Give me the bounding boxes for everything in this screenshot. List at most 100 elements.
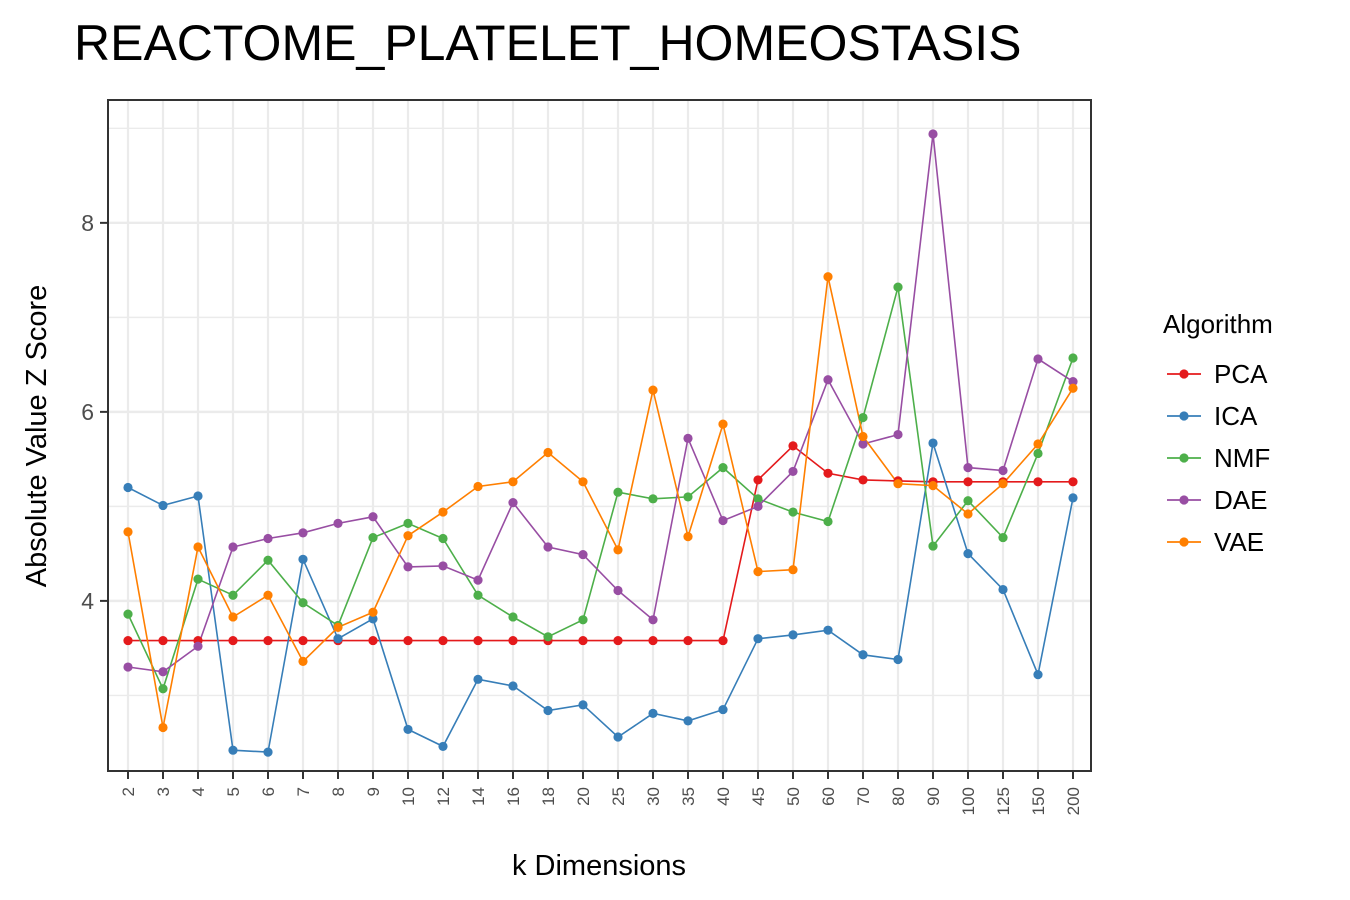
x-tick-label: 7 xyxy=(294,787,313,796)
x-axis-title: k Dimensions xyxy=(512,850,686,882)
point-vae xyxy=(753,566,763,577)
x-tick-label: 40 xyxy=(714,787,733,806)
point-pca xyxy=(263,635,273,646)
x-tick-label: 90 xyxy=(924,787,943,806)
point-dae xyxy=(648,615,658,625)
legend-key-point xyxy=(1179,495,1189,505)
point-nmf xyxy=(1068,353,1078,363)
point-vae xyxy=(508,477,518,487)
point-dae xyxy=(298,528,308,538)
point-dae xyxy=(123,662,133,672)
grid-lines xyxy=(108,100,1091,771)
legend-label: NMF xyxy=(1214,443,1270,473)
point-dae xyxy=(473,575,483,585)
point-nmf xyxy=(613,487,623,497)
point-pca xyxy=(648,635,658,646)
y-tick-label: 4 xyxy=(81,588,94,614)
point-vae xyxy=(613,545,623,555)
point-pca xyxy=(823,468,833,478)
point-nmf xyxy=(263,555,273,565)
point-dae xyxy=(228,542,238,552)
x-tick-label: 45 xyxy=(749,787,768,806)
x-tick-label: 60 xyxy=(819,787,838,806)
point-pca xyxy=(368,635,378,646)
point-ica xyxy=(893,654,903,665)
point-ica xyxy=(368,614,378,624)
x-tick-label: 16 xyxy=(504,787,523,806)
point-ica xyxy=(158,500,168,511)
point-vae xyxy=(683,532,693,542)
point-nmf xyxy=(193,574,203,584)
point-vae xyxy=(158,722,168,733)
point-dae xyxy=(508,498,518,508)
x-tick-label: 8 xyxy=(329,787,348,796)
point-ica xyxy=(963,549,973,559)
series-lines xyxy=(123,129,1078,757)
point-nmf xyxy=(438,533,448,544)
point-vae xyxy=(648,385,658,395)
legend-label: PCA xyxy=(1214,359,1268,389)
legend-title: Algorithm xyxy=(1163,309,1273,339)
legend-item-dae: DAE xyxy=(1167,485,1267,515)
point-ica xyxy=(473,674,483,684)
point-ica xyxy=(578,700,588,710)
point-dae xyxy=(543,542,553,552)
point-vae xyxy=(893,479,903,489)
x-tick-label: 3 xyxy=(154,787,173,796)
legend-item-nmf: NMF xyxy=(1167,443,1270,473)
point-nmf xyxy=(683,492,693,502)
point-nmf xyxy=(508,612,518,622)
point-nmf xyxy=(648,494,658,504)
point-ica xyxy=(858,650,868,660)
legend-label: ICA xyxy=(1214,401,1258,431)
legend-key-point xyxy=(1179,369,1189,379)
x-tick-label: 9 xyxy=(364,787,383,796)
point-nmf xyxy=(158,684,168,694)
point-pca xyxy=(1033,477,1043,487)
point-dae xyxy=(613,585,623,596)
x-tick-label: 20 xyxy=(574,787,593,806)
point-ica xyxy=(753,634,763,644)
point-nmf xyxy=(998,532,1008,543)
point-dae xyxy=(438,561,448,571)
point-dae xyxy=(1068,377,1078,387)
point-nmf xyxy=(858,412,868,423)
point-ica xyxy=(123,482,133,493)
point-pca xyxy=(683,635,693,646)
point-ica xyxy=(648,708,658,718)
point-nmf xyxy=(788,507,798,517)
x-axis: 2 3 4 5 6 7 8 9 10 12 14 16 18 20 25 30 35 40 45 50 60 70 80 90… xyxy=(119,771,1083,815)
point-dae xyxy=(1033,354,1043,364)
x-tick-label: 80 xyxy=(889,787,908,806)
x-tick-label: 25 xyxy=(609,787,628,806)
point-pca xyxy=(158,635,168,646)
legend-key-point xyxy=(1179,537,1189,547)
legend-item-pca: PCA xyxy=(1167,359,1268,389)
series-line-ica xyxy=(127,442,1074,753)
y-axis: 4 6 8 xyxy=(81,210,108,614)
point-vae xyxy=(123,527,133,537)
point-ica xyxy=(613,732,623,742)
point-vae xyxy=(1033,439,1043,449)
point-dae xyxy=(403,562,413,572)
point-ica xyxy=(298,554,308,564)
point-pca xyxy=(403,635,413,646)
point-dae xyxy=(788,466,798,477)
point-pca xyxy=(963,477,973,487)
y-axis-title: Absolute Value Z Score xyxy=(21,285,53,588)
point-vae xyxy=(928,480,938,491)
x-tick-label: 12 xyxy=(434,787,453,806)
point-vae xyxy=(543,447,553,458)
y-tick-label: 6 xyxy=(81,399,94,425)
point-dae xyxy=(858,439,868,449)
x-tick-label: 18 xyxy=(539,787,558,806)
point-pca xyxy=(858,475,868,485)
legend-item-ica: ICA xyxy=(1167,401,1258,431)
point-vae xyxy=(858,431,868,442)
point-ica xyxy=(1068,493,1078,503)
point-vae xyxy=(1068,383,1078,393)
point-nmf xyxy=(578,615,588,625)
point-dae xyxy=(998,465,1008,476)
x-tick-label: 150 xyxy=(1029,787,1048,815)
